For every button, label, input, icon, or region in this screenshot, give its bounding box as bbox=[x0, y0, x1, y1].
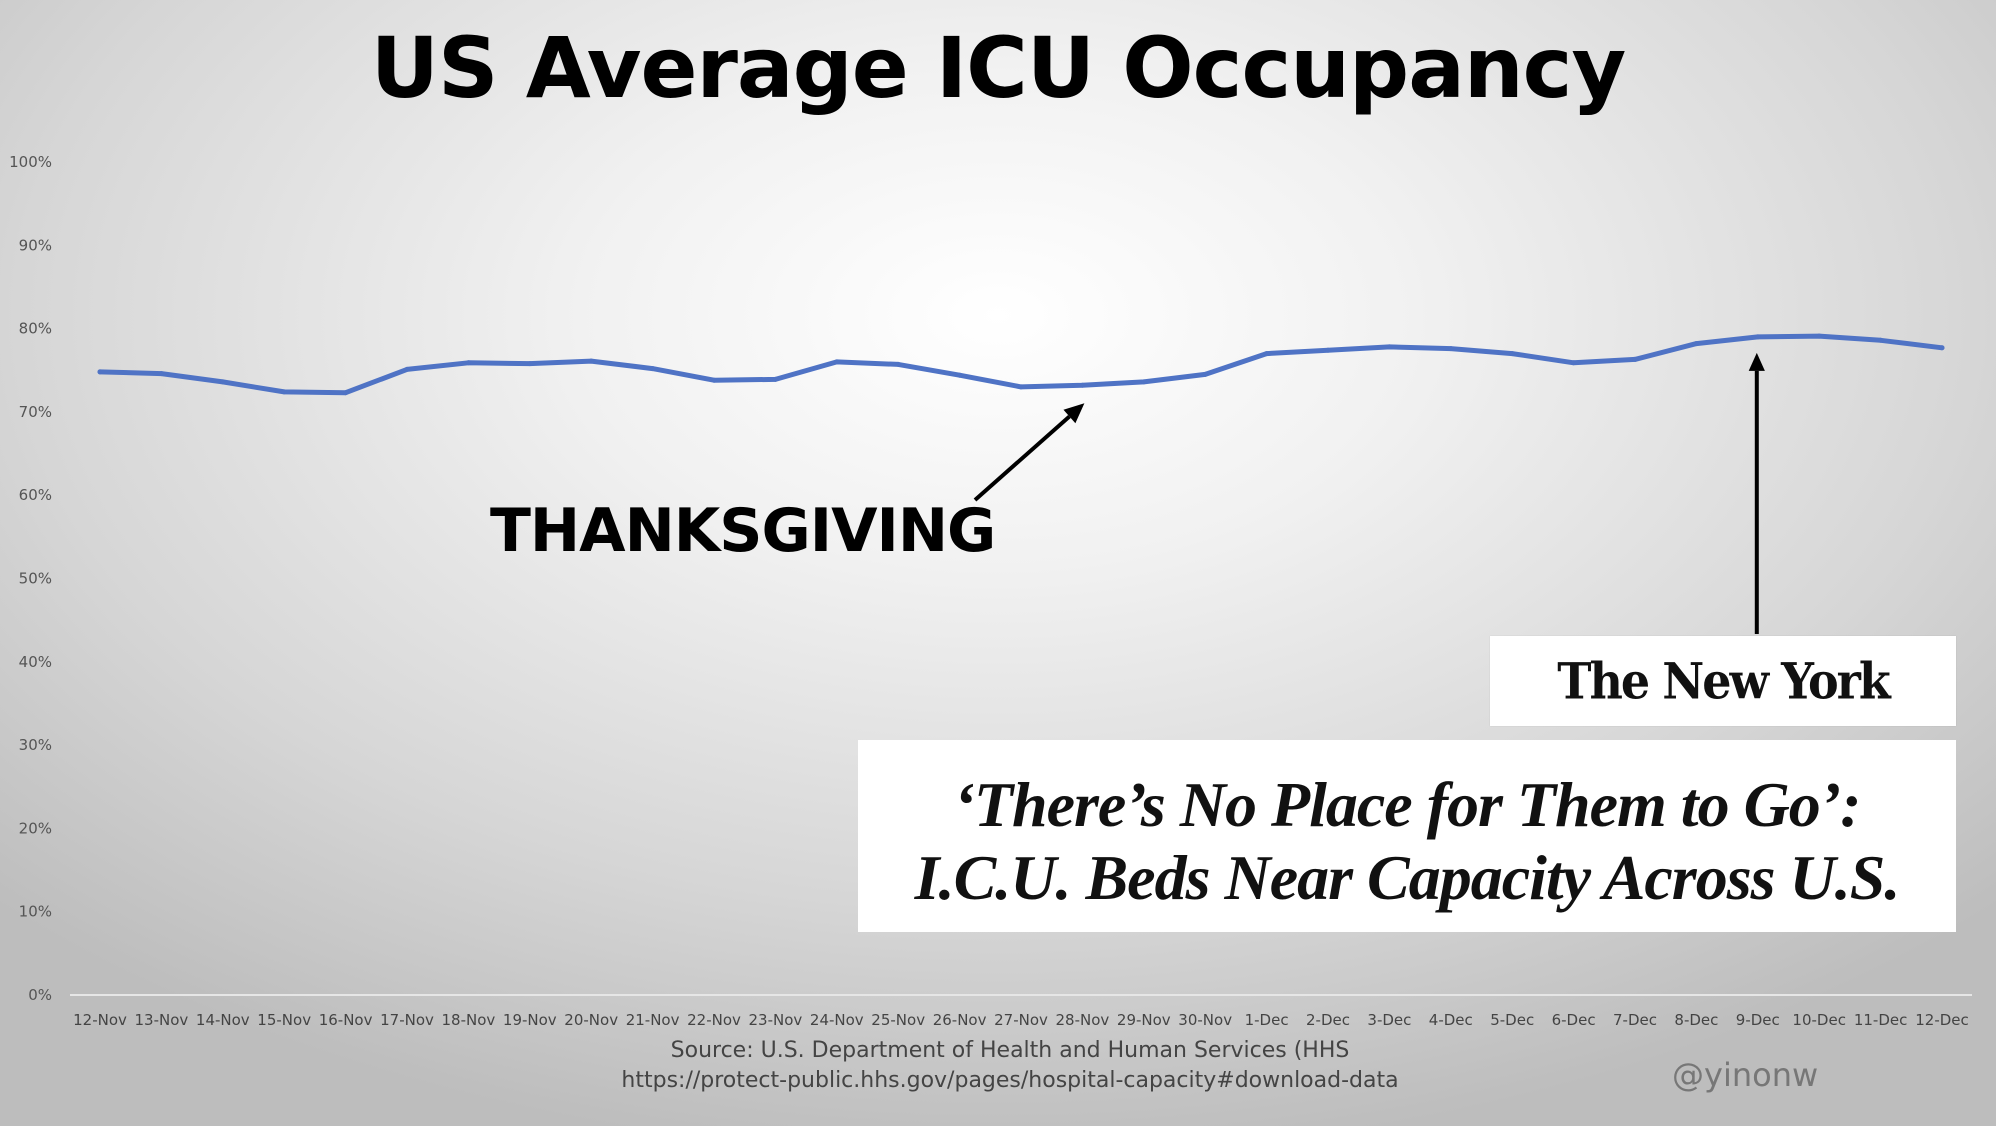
source-line-1: Source: U.S. Department of Health and Hu… bbox=[670, 1038, 1350, 1063]
y-tick-label: 90% bbox=[19, 236, 52, 254]
data-point bbox=[1448, 346, 1454, 352]
data-point bbox=[1141, 379, 1147, 385]
x-tick-label: 2-Dec bbox=[1306, 1011, 1350, 1029]
x-tick-label: 30-Nov bbox=[1178, 1011, 1232, 1029]
data-point bbox=[1693, 341, 1699, 347]
series-points bbox=[97, 333, 1945, 396]
headline-text: ‘There’s No Place for Them to Go’: I.C.U… bbox=[914, 769, 1901, 913]
nyt-arrowhead bbox=[1748, 352, 1765, 371]
y-tick-label: 10% bbox=[19, 903, 52, 921]
thanksgiving-label: THANKSGIVING bbox=[490, 496, 996, 566]
x-tick-label: 24-Nov bbox=[810, 1011, 864, 1029]
x-tick-label: 5-Dec bbox=[1490, 1011, 1534, 1029]
x-tick-label: 26-Nov bbox=[933, 1011, 987, 1029]
x-tick-label: 20-Nov bbox=[564, 1011, 618, 1029]
data-point bbox=[343, 390, 349, 396]
data-point bbox=[588, 358, 594, 364]
nyt-logo-box: The New York Times bbox=[1490, 636, 1956, 807]
data-point bbox=[711, 377, 717, 383]
x-tick-label: 29-Nov bbox=[1117, 1011, 1171, 1029]
data-point bbox=[1264, 351, 1270, 357]
x-tick-label: 16-Nov bbox=[319, 1011, 373, 1029]
x-tick-label: 10-Dec bbox=[1792, 1011, 1846, 1029]
source-note: Source: U.S. Department of Health and Hu… bbox=[560, 1036, 1460, 1096]
data-point bbox=[1018, 384, 1024, 390]
x-tick-label: 23-Nov bbox=[749, 1011, 803, 1029]
x-tick-label: 27-Nov bbox=[994, 1011, 1048, 1029]
y-tick-label: 50% bbox=[19, 570, 52, 588]
data-point bbox=[957, 372, 963, 378]
data-point bbox=[97, 369, 103, 375]
data-point bbox=[1878, 337, 1884, 343]
headline-box: ‘There’s No Place for Them to Go’: I.C.U… bbox=[858, 740, 1956, 932]
data-point bbox=[465, 360, 471, 366]
data-point bbox=[527, 361, 533, 367]
data-point bbox=[1571, 360, 1577, 366]
x-tick-label: 13-Nov bbox=[135, 1011, 189, 1029]
x-tick-label: 6-Dec bbox=[1552, 1011, 1596, 1029]
chart-title: US Average ICU Occupancy bbox=[370, 19, 1626, 117]
data-point bbox=[404, 366, 410, 372]
x-tick-label: 11-Dec bbox=[1854, 1011, 1908, 1029]
series-line bbox=[97, 333, 1945, 396]
x-tick-label: 1-Dec bbox=[1245, 1011, 1289, 1029]
x-tick-label: 17-Nov bbox=[380, 1011, 434, 1029]
thanksgiving-arrowhead bbox=[1063, 403, 1085, 424]
x-tick-label: 12-Dec bbox=[1915, 1011, 1969, 1029]
x-axis-ticks: 12-Nov 13-Nov 14-Nov 15-Nov 16-Nov 17-Nov 18-N… bbox=[73, 1011, 1969, 1029]
nyt-logo: The New York Times bbox=[1557, 651, 1891, 808]
x-tick-label: 25-Nov bbox=[871, 1011, 925, 1029]
data-point bbox=[1386, 344, 1392, 350]
x-tick-label: 19-Nov bbox=[503, 1011, 557, 1029]
y-tick-label: 0% bbox=[28, 986, 52, 1004]
x-tick-label: 4-Dec bbox=[1429, 1011, 1473, 1029]
y-tick-label: 70% bbox=[19, 403, 52, 421]
data-point bbox=[1755, 334, 1761, 340]
x-tick-label: 21-Nov bbox=[626, 1011, 680, 1029]
data-point bbox=[1816, 333, 1822, 339]
x-tick-label: 28-Nov bbox=[1056, 1011, 1110, 1029]
x-tick-label: 22-Nov bbox=[687, 1011, 741, 1029]
y-tick-label: 100% bbox=[9, 153, 52, 171]
x-tick-label: 18-Nov bbox=[442, 1011, 496, 1029]
x-tick-label: 14-Nov bbox=[196, 1011, 250, 1029]
y-tick-label: 80% bbox=[19, 320, 52, 338]
data-point bbox=[1632, 356, 1638, 362]
x-tick-label: 7-Dec bbox=[1613, 1011, 1657, 1029]
data-point bbox=[1202, 371, 1208, 377]
x-tick-label: 12-Nov bbox=[73, 1011, 127, 1029]
x-tick-label: 15-Nov bbox=[257, 1011, 311, 1029]
data-point bbox=[1079, 382, 1085, 388]
data-point bbox=[650, 366, 656, 372]
data-point bbox=[1939, 345, 1945, 351]
data-point bbox=[895, 361, 901, 367]
author-handle: @yinonw bbox=[1672, 1056, 1819, 1094]
y-tick-label: 30% bbox=[19, 736, 52, 754]
y-tick-label: 40% bbox=[19, 653, 52, 671]
x-tick-label: 3-Dec bbox=[1367, 1011, 1411, 1029]
data-point bbox=[772, 376, 778, 382]
x-tick-label: 9-Dec bbox=[1736, 1011, 1780, 1029]
source-line-2: https://protect-public.hhs.gov/pages/hos… bbox=[621, 1068, 1399, 1093]
x-tick-label: 8-Dec bbox=[1674, 1011, 1718, 1029]
data-point bbox=[281, 389, 287, 395]
y-axis-ticks: 0% 10% 20% 30% 40% 50% 60% 70% 80% 90% 100% bbox=[9, 153, 52, 1004]
thanksgiving-arrow bbox=[973, 414, 1071, 502]
y-tick-label: 60% bbox=[19, 486, 52, 504]
data-point bbox=[158, 371, 164, 377]
data-point bbox=[220, 379, 226, 385]
data-point bbox=[1325, 347, 1331, 353]
data-point bbox=[834, 359, 840, 365]
data-point bbox=[1509, 351, 1515, 357]
y-tick-label: 20% bbox=[19, 819, 52, 837]
